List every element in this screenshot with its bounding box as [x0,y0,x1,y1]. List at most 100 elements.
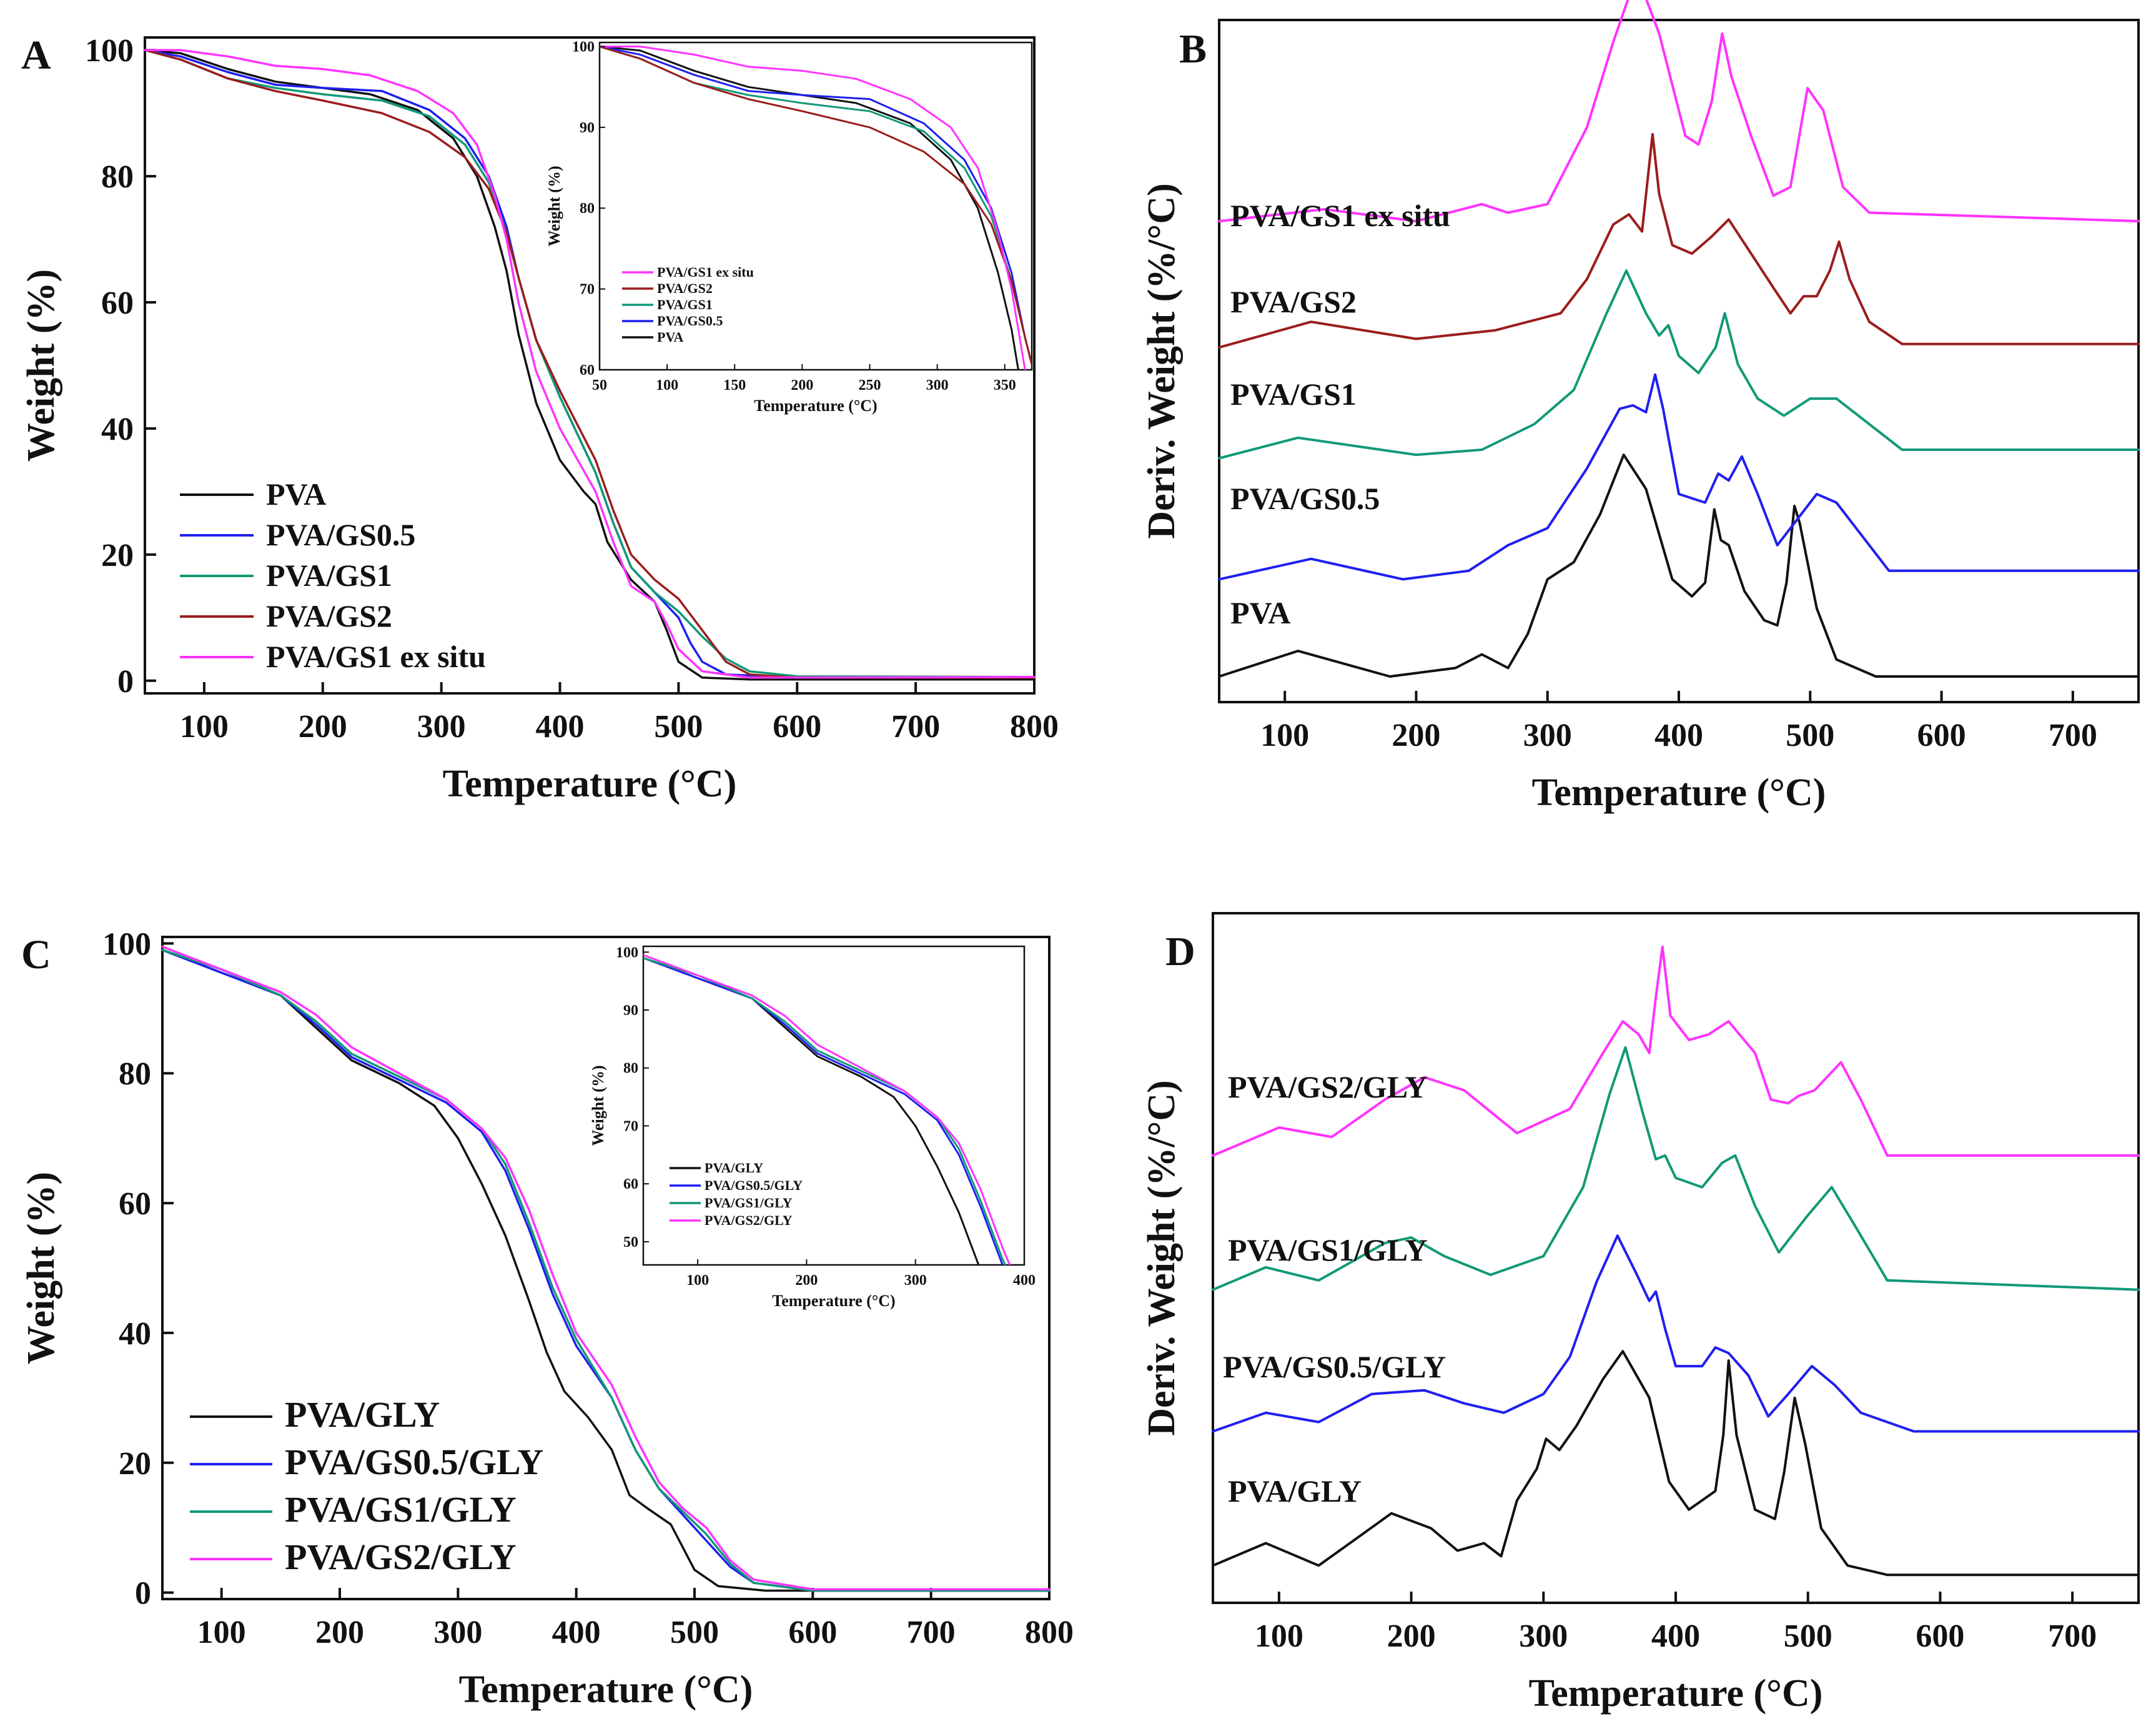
curve-label: PVA/GS2 [1230,284,1357,319]
inset-y-tick-label: 80 [623,1061,638,1077]
inset-y-tick-label: 50 [623,1234,638,1251]
x-axis-title: Temperature (°C) [1532,771,1826,814]
x-tick-label: 800 [1025,1615,1074,1650]
curve-label: PVA/GLY [1228,1474,1362,1509]
inset-x-tick-label: 50 [592,377,607,394]
series-line-pva-gs2 [144,49,1036,679]
x-tick-label: 400 [1654,718,1703,753]
inset-x-tick-label: 150 [723,377,746,394]
x-tick-label: 700 [891,709,940,745]
x-tick-label: 100 [197,1615,246,1650]
inset-legend-entry: PVA/GS0.5/GLY [705,1177,803,1193]
curve-label: PVA/GS1/GLY [1228,1232,1428,1267]
inset-y-tick-label: 70 [580,282,595,298]
x-tick-label: 100 [180,709,229,745]
inset-series-line-pva-gs0-5 [600,46,1032,369]
inset-legend-entry: PVA/GLY [705,1160,763,1176]
x-tick-label: 600 [1916,1618,1964,1654]
inset-series-line-pva-gs0-5-gly [643,957,1004,1265]
x-tick-label: 300 [1523,718,1572,753]
x-tick-label: 100 [1255,1618,1303,1654]
inset-legend-entry: PVA/GS1/GLY [705,1195,793,1211]
inset-legend-entry: PVA/GS1 ex situ [657,264,754,280]
y-tick-label: 20 [119,1446,151,1482]
x-tick-label: 300 [417,709,466,745]
y-axis-title: Weight (%) [20,1172,62,1364]
inset-x-tick-label: 300 [926,377,949,394]
x-tick-label: 100 [1260,718,1309,753]
inset-x-tick-label: 200 [795,1272,818,1289]
inset-series-line-pva-gs2 [600,46,1032,369]
inset-x-tick-label: 100 [686,1272,709,1289]
inset-series-line-pva-gs1-ex-situ [600,46,1026,370]
x-axis-title: Temperature (°C) [459,1668,753,1711]
x-axis-title: Temperature (°C) [443,763,737,805]
x-tick-label: 600 [788,1615,837,1650]
panel-letter: C [21,932,51,978]
inset-legend-entry: PVA [657,329,683,345]
y-tick-label: 80 [119,1056,151,1092]
inset-y-tick-label: 70 [623,1118,638,1134]
curve-label: PVA [1230,595,1290,630]
legend-entry: PVA/GS1 ex situ [266,639,486,674]
series-line-pva-gs0-5-gly [161,949,1051,1592]
series-line-pva-gs2 [1218,132,2140,349]
curve-label: PVA/GS2/GLY [1228,1069,1428,1104]
curve-label: PVA/GS0.5/GLY [1223,1349,1446,1384]
x-tick-label: 700 [2048,1618,2097,1654]
inset-y-axis-title: Weight (%) [589,1065,607,1146]
y-tick-label: 40 [101,412,134,447]
legend-entry: PVA [266,477,326,512]
x-axis-title: Temperature (°C) [1529,1672,1823,1715]
panel-letter: B [1179,26,1207,72]
inset-x-tick-label: 200 [791,377,813,394]
curve-label: PVA/GS1 [1230,377,1357,412]
curve-label: PVA/GS1 ex situ [1230,198,1450,233]
x-tick-label: 400 [1651,1618,1700,1654]
y-axis-title: Weight (%) [20,269,62,462]
x-tick-label: 200 [315,1615,364,1650]
inset-legend-entry: PVA/GS2 [657,280,713,296]
y-tick-label: 100 [102,926,151,962]
inset-y-axis-title: Weight (%) [545,166,563,246]
inset-x-axis-title: Temperature (°C) [772,1292,895,1310]
legend-entry: PVA/GS0.5 [266,517,415,552]
x-tick-label: 500 [654,709,703,745]
y-tick-label: 60 [101,285,134,321]
plot-frame-a [144,36,1036,695]
inset-x-tick-label: 300 [904,1272,927,1289]
series-line-pva-gs1-gly [161,949,1051,1592]
inset-y-tick-label: 60 [580,362,595,379]
inset-legend-entry: PVA/GS0.5 [657,313,723,329]
inset-x-axis-title: Temperature (°C) [754,397,877,415]
inset-curves [600,46,1032,370]
x-tick-label: 500 [1784,1618,1832,1654]
inset-x-tick-label: 400 [1013,1272,1036,1289]
series-line-pva-gs1 [1218,269,2140,460]
inset-series-line-pva-gs1-gly [643,957,1007,1265]
plot-frame-c [161,936,1051,1600]
y-tick-label: 80 [101,159,134,195]
x-tick-label: 300 [1519,1618,1568,1654]
y-tick-label: 20 [101,538,134,573]
legend-entry: PVA/GS2 [266,598,392,633]
x-tick-label: 800 [1010,709,1059,745]
legend-entry: PVA/GS2/GLY [285,1537,517,1577]
y-tick-label: 60 [119,1186,151,1222]
x-tick-label: 300 [433,1615,482,1650]
inset-x-tick-label: 250 [859,377,881,394]
series-line-pva-gs1-ex-situ [144,49,1036,679]
x-tick-label: 500 [1786,718,1834,753]
x-tick-label: 200 [1387,1618,1436,1654]
legend-entry: PVA/GLY [285,1394,440,1435]
legend-entry: PVA/GS1 [266,558,392,593]
inset-x-tick-label: 100 [656,377,678,394]
inset-legend-entry: PVA/GS1 [657,297,713,312]
series-line-pva-gs2-gly [1212,945,2140,1157]
y-axis-title: Deriv. Weight (%/°C) [1140,1080,1183,1436]
series-line-pva-gs2-gly [161,945,1051,1591]
x-tick-label: 700 [907,1615,956,1650]
inset-y-tick-label: 80 [580,201,595,217]
series-line-pva-gs1-ex-situ [1218,0,2140,223]
